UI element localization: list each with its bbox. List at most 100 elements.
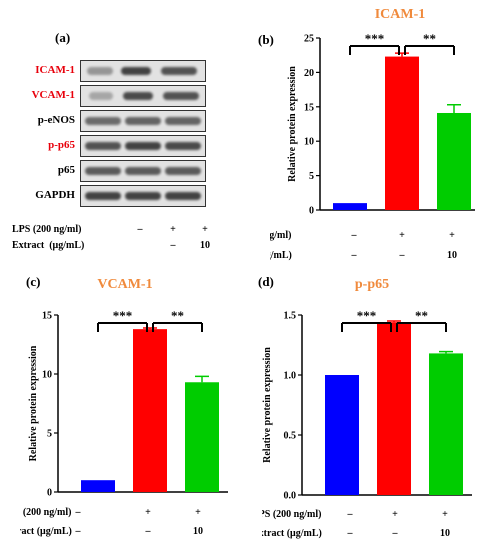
blot-band-image (80, 110, 206, 132)
chart-title: VCAM-1 (97, 277, 152, 292)
significance-label: ** (171, 308, 184, 323)
blot-lps-label: LPS (200 ng/ml) (12, 224, 82, 235)
extract-row-value: 10 (440, 528, 450, 539)
blot-band (165, 117, 201, 125)
blot-band (163, 92, 199, 100)
y-tick-label: 25 (304, 34, 314, 45)
panel-label-a: (a) (55, 30, 71, 45)
lps-row-value: + (399, 230, 405, 241)
blot-band (85, 142, 121, 150)
blot-row: p65 (0, 160, 210, 182)
blot-rows: ICAM-1 VCAM-1 p-eNOS p-p65 p65 GAPDH (0, 60, 220, 220)
extract-row-value: – (351, 250, 358, 261)
y-tick-label: 15 (42, 311, 52, 322)
bar-lps (133, 329, 167, 492)
bar-lps-extract (429, 353, 463, 495)
blot-band-image (80, 160, 206, 182)
blot-extract-row: Extract (μg/mL) – 10 (12, 240, 232, 254)
blot-extract-value: – (170, 240, 176, 251)
blot-band (85, 117, 121, 125)
blot-band (85, 167, 121, 175)
blot-extract-value: 10 (200, 240, 210, 251)
blot-extract-label: Extract (μg/mL) (12, 240, 85, 251)
y-axis-label: Relative protein expression (262, 347, 273, 463)
extract-row-value: 10 (447, 250, 457, 261)
blot-band (125, 142, 161, 150)
blot-band (123, 92, 153, 100)
panel-a-western-blot: (a) ICAM-1 VCAM-1 p-eNOS p-p65 p65 GAPDH LPS … (0, 0, 230, 260)
lps-row-value: – (347, 509, 354, 520)
panel-label-c: (c) (26, 274, 41, 289)
chart-icam1: ICAM-1 Relative protein expression 0 5 10 15 2… (270, 7, 475, 261)
blot-row: GAPDH (0, 185, 210, 207)
lps-row-value: – (351, 230, 358, 241)
blot-band (165, 167, 201, 175)
blot-band (125, 117, 161, 125)
blot-row: p-p65 (0, 135, 210, 157)
panel-label-d: (d) (258, 274, 274, 289)
y-tick-label: 15 (304, 102, 314, 113)
y-tick-label: 5 (47, 429, 52, 440)
blot-protein-label: ICAM-1 (35, 64, 75, 76)
lps-row-value: + (195, 507, 201, 518)
blot-band (161, 67, 197, 75)
y-axis-label: Relative protein expression (287, 66, 298, 182)
y-tick-label: 10 (304, 137, 314, 148)
extract-row-label: Extract (μg/mL) (262, 528, 322, 539)
blot-protein-label: p-eNOS (37, 114, 75, 126)
blot-band (89, 92, 113, 100)
blot-lps-value: – (137, 224, 143, 235)
extract-row-value: – (75, 526, 82, 537)
y-tick-label: 0 (309, 206, 314, 217)
y-axis-label: Relative protein expression (28, 345, 39, 461)
panel-label-b: (b) (258, 32, 274, 47)
significance-label: *** (113, 308, 133, 323)
y-tick-label: 20 (304, 68, 314, 79)
lps-row-value: + (392, 509, 398, 520)
significance-label: *** (365, 31, 385, 46)
blot-protein-label: GAPDH (35, 189, 75, 201)
blot-band (85, 192, 121, 200)
blot-protein-label: VCAM-1 (31, 89, 75, 101)
blot-band (87, 67, 113, 75)
lps-row-value: + (449, 230, 455, 241)
extract-row-value: – (392, 528, 399, 539)
lps-row-label: LPS (200 ng/ml) (262, 509, 321, 520)
blot-row: VCAM-1 (0, 85, 210, 107)
chart-p-p65: p-p65 Relative protein expression 0.0 0.5 1.… (262, 277, 472, 539)
blot-band (125, 192, 161, 200)
extract-row-label: Extract (μg/mL) (20, 526, 72, 537)
bar-control (325, 375, 359, 495)
bar-lps (385, 56, 419, 210)
blot-band (121, 67, 151, 75)
lps-row-label: LPS (200 ng/ml) (270, 230, 291, 241)
chart-title: p-p65 (355, 277, 389, 292)
chart-title: ICAM-1 (375, 7, 426, 22)
lps-row-value: + (442, 509, 448, 520)
bar-lps (377, 322, 411, 495)
blot-band-image (80, 135, 206, 157)
y-tick-label: 10 (42, 370, 52, 381)
blot-band-image (80, 85, 206, 107)
blot-row: ICAM-1 (0, 60, 210, 82)
y-tick-label: 1.0 (284, 371, 297, 382)
blot-band-image (80, 185, 206, 207)
blot-band (165, 142, 201, 150)
bar-lps-extract (437, 112, 471, 210)
bar-lps-extract (185, 382, 219, 492)
extract-row-value: – (145, 526, 152, 537)
bar-control (81, 480, 115, 492)
blot-protein-label: p-p65 (48, 139, 75, 151)
lps-row-label: LPS (200 ng/ml) (20, 507, 71, 518)
blot-band (165, 192, 201, 200)
extract-row-label: Extract (μg/mL) (270, 250, 292, 261)
blot-lps-value: + (202, 224, 208, 235)
y-tick-label: 0 (47, 488, 52, 499)
y-tick-label: 5 (309, 171, 314, 182)
y-tick-label: 0.5 (284, 431, 297, 442)
lps-row-value: + (145, 507, 151, 518)
blot-band (125, 167, 161, 175)
extract-row-value: – (347, 528, 354, 539)
bar-control (333, 203, 367, 210)
blot-lps-row: LPS (200 ng/ml) – + + (12, 224, 232, 238)
